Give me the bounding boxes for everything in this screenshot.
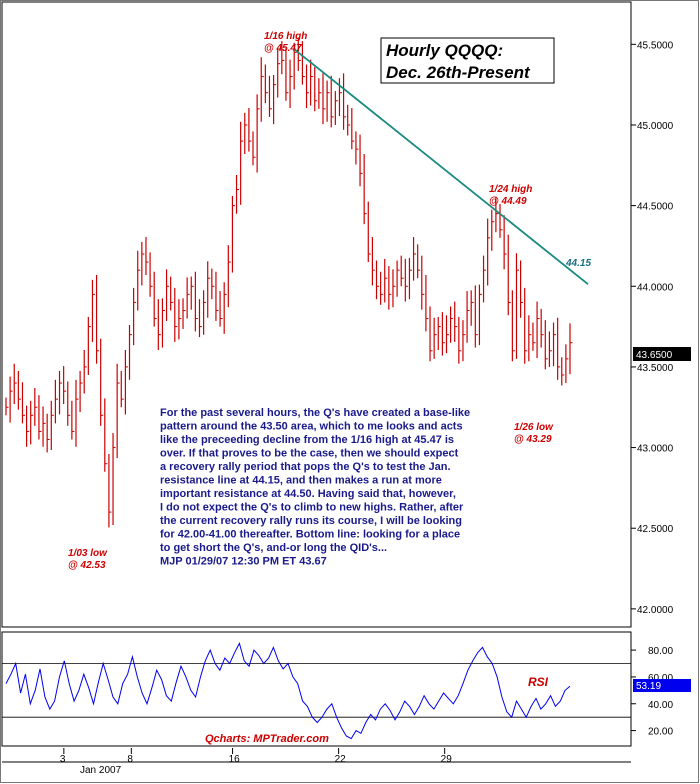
chart-title-line-1: Hourly QQQQ: (386, 41, 503, 60)
x-tick-label: 3 (60, 754, 66, 765)
chart-title-line-2: Dec. 26th-Present (386, 63, 531, 82)
x-month-label: Jan 2007 (80, 765, 122, 776)
rsi-series-label: RSI (528, 675, 549, 689)
commentary-line: like the preceeding decline from the 1/1… (160, 434, 454, 446)
commentary-line: pattern around the 43.50 area, which to … (160, 421, 463, 433)
rsi-last-value-label: 53.19 (636, 681, 661, 692)
price-y-tick-label: 44.5000 (637, 202, 674, 213)
x-tick-label: 22 (335, 754, 347, 765)
annotation-1-03-low-line-2: @ 42.53 (68, 560, 106, 571)
commentary-line: For the past several hours, the Q's have… (160, 407, 470, 419)
commentary-text: For the past several hours, the Q's have… (160, 407, 470, 568)
price-y-tick-label: 42.5000 (637, 524, 674, 535)
rsi-panel-frame (1, 631, 632, 747)
rsi-y-tick-label: 20.00 (648, 727, 673, 738)
x-tick-label: 8 (127, 754, 133, 765)
title-box (380, 37, 555, 84)
trendline-label: 44.15 (565, 258, 591, 269)
commentary-line: important resistance at 44.50. Having sa… (160, 488, 456, 500)
rsi-y-tick-label: 40.00 (648, 700, 673, 711)
price-y-tick-label: 43.5000 (637, 363, 674, 374)
resistance-trendline (293, 48, 589, 285)
price-y-tick-label: 43.0000 (637, 444, 674, 455)
commentary-line: MJP 01/29/07 12:30 PM ET 43.67 (160, 556, 327, 568)
commentary-line: a recovery rally period that pops the Q'… (160, 461, 451, 473)
commentary-line: I do not expect the Q's to climb to new … (160, 502, 464, 514)
price-panel-frame (1, 1, 632, 628)
chart-credit: Qcharts: MPTrader.com (205, 733, 329, 745)
annotation-1-16-high-line-1: 1/16 high (264, 31, 307, 42)
x-tick-label: 16 (229, 754, 241, 765)
x-axis: 3 8 16 22 29 (60, 748, 452, 765)
price-y-tick-label: 42.0000 (637, 605, 674, 616)
x-tick-label: 29 (441, 754, 453, 765)
price-y-tick-label: 44.0000 (637, 282, 674, 293)
annotation-1-26-low-line-1: 1/26 low (514, 422, 554, 433)
price-y-tick-label: 45.5000 (637, 40, 674, 51)
rsi-series (5, 642, 571, 740)
rsi-last-value-box (633, 679, 691, 692)
price-bars-series (5, 37, 573, 528)
annotation-1-03-low-line-1: 1/03 low (68, 548, 108, 559)
annotation-1-24-high-line-2: @ 44.49 (489, 196, 527, 207)
commentary-line: to get short the Q's, and-or long the QI… (160, 542, 387, 554)
annotation-1-26-low-line-2: @ 43.29 (514, 434, 552, 445)
commentary-line: resistance line at 44.15, and then makes… (160, 475, 442, 487)
price-y-axis: 45.5000 45.0000 44.5000 44.0000 43.5000 43.00… (631, 40, 674, 616)
annotation-1-16-high-line-2: @ 45.47 (264, 43, 302, 54)
rsi-y-tick-label: 60.00 (648, 673, 673, 684)
annotation-1-24-high-line-1: 1/24 high (489, 184, 532, 195)
commentary-line: over. If that proves to be the case, the… (160, 448, 459, 460)
rsi-line (5, 642, 571, 740)
commentary-line: for 42.00-41.00 thereafter. Bottom line:… (160, 529, 460, 541)
rsi-y-tick-label: 80.00 (648, 646, 673, 657)
commentary-line: the current recovery rally runs its cour… (160, 515, 462, 527)
price-y-tick-label: 45.0000 (637, 121, 674, 132)
last-price-label: 43.6500 (636, 350, 673, 361)
last-price-box (633, 347, 691, 361)
